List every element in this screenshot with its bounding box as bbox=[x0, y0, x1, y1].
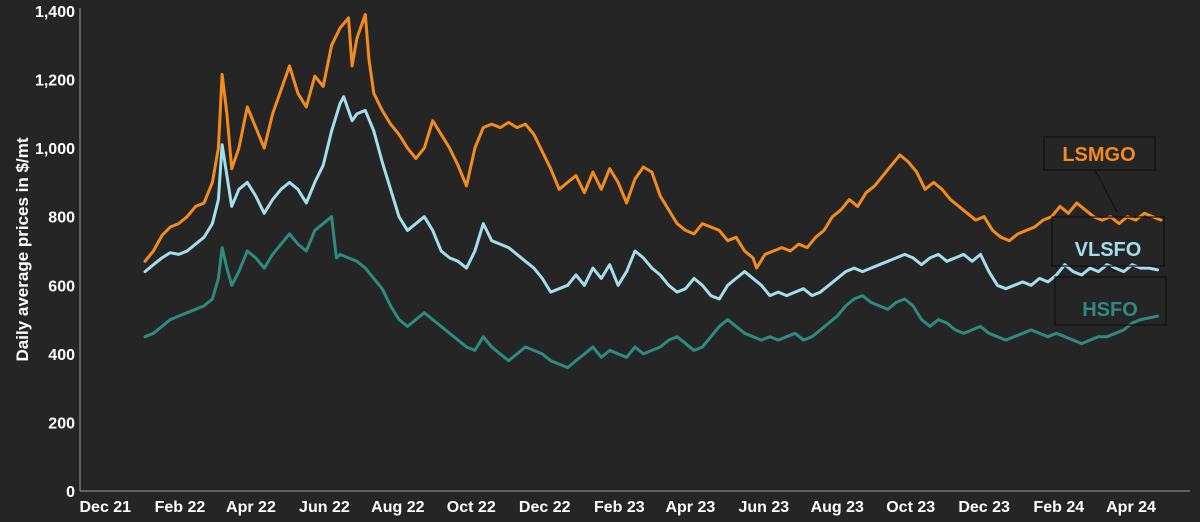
legend-box bbox=[1043, 136, 1156, 171]
x-tick-label: Feb 24 bbox=[1033, 499, 1084, 516]
x-tick-label: Dec 23 bbox=[958, 499, 1010, 516]
legend-leader-line bbox=[1094, 169, 1118, 213]
x-tick-label: Oct 22 bbox=[447, 499, 496, 516]
x-tick-label: Dec 22 bbox=[519, 499, 571, 516]
legend-label-lsmgo: LSMGO bbox=[1043, 136, 1156, 213]
y-tick-labels: 0 200 400 600 800 1,000 1,200 1,400 bbox=[35, 4, 75, 501]
series-legend-labels: LSMGO VLSFO HSFO bbox=[1043, 136, 1167, 326]
y-tick-label: 600 bbox=[48, 278, 75, 295]
y-axis-title: Daily average prices in $/mt bbox=[13, 137, 32, 361]
y-tick-label: 800 bbox=[48, 210, 75, 227]
legend-label-vlsfo: VLSFO bbox=[1051, 216, 1165, 273]
y-tick-label: 1,000 bbox=[35, 141, 75, 158]
y-tick-label: 1,200 bbox=[35, 73, 75, 90]
y-tick-label: 0 bbox=[66, 484, 75, 501]
x-tick-label: Aug 23 bbox=[811, 499, 864, 516]
x-tick-label: Jun 23 bbox=[738, 499, 789, 516]
legend-leader-line bbox=[1107, 265, 1117, 273]
x-tick-label: Apr 23 bbox=[665, 499, 715, 516]
x-tick-labels: Dec 21 Feb 22 Apr 22 Jun 22 Aug 22 Oct 22 Dec … bbox=[79, 499, 1156, 516]
series-line-hsfo bbox=[143, 215, 1159, 370]
x-tick-label: Apr 22 bbox=[226, 499, 276, 516]
legend-text: VLSFO bbox=[1075, 239, 1142, 261]
chart-axes bbox=[79, 8, 1190, 492]
y-tick-label: 1,400 bbox=[35, 4, 75, 21]
x-tick-label: Dec 21 bbox=[79, 499, 131, 516]
x-tick-label: Apr 24 bbox=[1106, 499, 1156, 516]
legend-text: LSMGO bbox=[1062, 144, 1135, 166]
series-line-vlsfo bbox=[143, 95, 1159, 301]
y-tick-label: 200 bbox=[48, 415, 75, 432]
legend-box bbox=[1054, 276, 1167, 326]
x-tick-label: Jun 22 bbox=[299, 499, 350, 516]
legend-text: HSFO bbox=[1082, 299, 1138, 321]
x-tick-label: Oct 23 bbox=[886, 499, 935, 516]
x-tick-label: Feb 23 bbox=[594, 499, 645, 516]
legend-label-hsfo: HSFO bbox=[1054, 276, 1167, 326]
series-line-lsmgo bbox=[143, 12, 1163, 270]
x-tick-label: Feb 22 bbox=[155, 499, 206, 516]
x-tick-label: Aug 22 bbox=[371, 499, 424, 516]
series-lines bbox=[143, 12, 1163, 370]
y-tick-label: 400 bbox=[48, 347, 75, 364]
